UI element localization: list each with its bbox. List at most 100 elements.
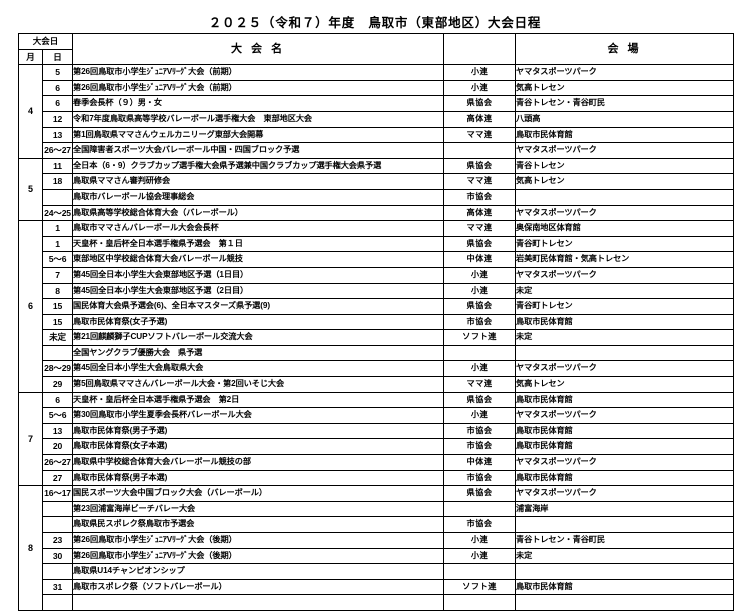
header-day: 日	[41, 48, 74, 66]
cell-organizer: ソフト連	[443, 329, 517, 346]
cell-venue: 鳥取市民体育館	[515, 391, 735, 409]
table-row: 13 第1回鳥取県ママさんウェルカニリーグ東部大会開幕 ママ連 鳥取市民体育館	[19, 126, 735, 144]
table-row: 全国ヤングクラブ優勝大会 県予選	[19, 344, 735, 362]
table-row: 5 11 全日本（6・9）クラブカップ選手権大会県予選兼中国クラブカップ選手権大会県…	[18, 157, 735, 222]
cell-day: 31	[41, 578, 74, 596]
cell-venue: ヤマタスポーツパーク	[515, 204, 735, 222]
table-row: 6 春季会長杯（９）男・女 県協会 青谷トレセン・青谷町民	[19, 95, 735, 112]
table-row: 13 鳥取市民体育祭(男子予選) 市協会 鳥取市民体育館	[19, 422, 735, 440]
cell-organizer: 市協会	[443, 438, 517, 456]
cell-venue	[515, 594, 735, 611]
cell-venue: 未定	[515, 329, 735, 346]
cell-organizer: 県協会	[443, 235, 517, 253]
cell-day: 6	[41, 95, 74, 112]
schedule-page: ２０２５（令和７）年度 鳥取市（東部地区）大会日程 大会日 大 会 名 会 場 …	[17, 16, 735, 611]
cell-month: 7	[18, 391, 43, 487]
cell-venue: 気高トレセン	[515, 79, 735, 97]
cell-venue: 青谷トレセン・青谷町民	[515, 95, 735, 112]
cell-organizer: 中体連	[443, 251, 517, 268]
cell-event-name: 鳥取県中学校総合体育大会バレーボール競技の部	[72, 454, 445, 471]
cell-event-name: 鳥取市バレーボール協会理事総会	[72, 188, 445, 206]
cell-event-name: 鳥取市民体育祭(男子予選)	[72, 422, 445, 440]
table-row: 鳥取県U14チャンピオンシップ	[19, 563, 735, 580]
table-row: 1 天皇杯・皇后杯全日本選手権県予選会 第１日 県協会 青谷町トレセン	[19, 235, 735, 253]
cell-venue	[515, 344, 735, 362]
cell-venue: 気高トレセン	[515, 376, 735, 393]
table-row: 31 鳥取市スポレク祭（ソフトバレーボール） ソフト連 鳥取市民体育館	[19, 578, 735, 596]
cell-organizer: ママ連	[443, 220, 517, 237]
cell-organizer: 小連	[443, 407, 517, 424]
cell-event-name: 第23回浦富海岸ビーチバレー大会	[72, 500, 445, 518]
cell-venue: 岩美町民体育館・気高トレセン	[515, 251, 735, 268]
cell-day: 11	[41, 157, 74, 175]
cell-month: 6	[18, 220, 43, 393]
cell-day: 5〜6	[41, 407, 74, 424]
cell-venue	[515, 516, 735, 533]
cell-event-name: 鳥取県民スポレク祭鳥取市予選会	[72, 516, 445, 533]
cell-organizer	[443, 500, 517, 518]
cell-event-name: 第30回鳥取市小学生夏季会長杯バレーボール大会	[72, 407, 445, 424]
cell-organizer: 県協会	[443, 95, 517, 112]
cell-day: 未定	[41, 329, 74, 346]
header-organizer	[443, 32, 517, 66]
cell-event-name: 鳥取市民体育祭(女子本選)	[72, 438, 445, 456]
table-row: 4 5 第26回鳥取市小学生ｼﾞｭﾆｱVﾘｰｸﾞ大会（前期） 小連 ヤマタスポーツパーク	[18, 64, 735, 159]
cell-venue: ヤマタスポーツパーク	[515, 485, 735, 502]
table-row: 未定 第21回麒麟獅子CUPソフトバレーボール交流大会 ソフト連 未定	[19, 329, 735, 346]
cell-event-name: 鳥取県高等学校総合体育大会（バレーボール）	[72, 204, 445, 222]
cell-organizer: 小連	[443, 282, 517, 300]
cell-event-name: 鳥取県U14チャンピオンシップ	[72, 563, 445, 580]
cell-venue: 青谷町トレセン	[515, 298, 735, 315]
cell-event-name: 国民体育大会県予選会(6)、全日本マスターズ県予選(9)	[72, 298, 445, 315]
table-row: 29 第5回鳥取県ママさんバレーボール大会・第2回いそじ大会 ママ連 気高トレセン	[19, 376, 735, 393]
table-row: 20 鳥取市民体育祭(女子本選) 市協会 鳥取市民体育館	[19, 438, 735, 456]
cell-event-name: 第26回鳥取市小学生ｼﾞｭﾆｱVﾘｰｸﾞ大会（後期）	[72, 547, 445, 565]
cell-organizer: ママ連	[443, 173, 517, 190]
table-row: 8 16〜17 国民スポーツ大会中国ブロック大会（バレーボール） 県協会 ヤマタスポーツ…	[18, 485, 735, 611]
cell-venue: 青谷町トレセン	[515, 235, 735, 253]
cell-organizer: 市協会	[443, 188, 517, 206]
header-date-group: 大会日	[17, 33, 74, 50]
cell-day: 13	[41, 126, 74, 144]
cell-venue: 未定	[515, 547, 735, 565]
table-row: 23 第26回鳥取市小学生ｼﾞｭﾆｱVﾘｰｸﾞ大会（後期） 小連 青谷トレセン・青谷町…	[19, 532, 735, 549]
cell-venue: ヤマタスポーツパーク	[515, 407, 735, 424]
table-row: 鳥取県民スポレク祭鳥取市予選会 市協会	[19, 516, 735, 533]
cell-day	[41, 563, 74, 580]
cell-venue: 気高トレセン	[515, 173, 735, 190]
cell-day: 15	[41, 298, 74, 315]
cell-day: 13	[41, 422, 74, 440]
cell-event-name: 第26回鳥取市小学生ｼﾞｭﾆｱVﾘｰｸﾞ大会（前期）	[72, 64, 445, 81]
table-row: 26〜27 全国障害者スポーツ大会バレーボール中国・四国ブロック予選 ヤマタスポーツ…	[19, 142, 735, 159]
cell-event-name: 第45回全日本小学生大会東部地区予選（2日目）	[72, 282, 445, 300]
schedule-table: 大会日 大 会 名 会 場 月 日 4 5 第26回鳥取市小学生ｼﾞｭﾆｱVﾘｰｸﾞ…	[17, 32, 735, 611]
cell-organizer: 県協会	[443, 391, 517, 409]
cell-event-name	[72, 594, 445, 611]
cell-day: 20	[41, 438, 74, 456]
cell-day	[41, 594, 74, 611]
cell-day: 27	[41, 469, 74, 487]
cell-organizer: 県協会	[443, 485, 517, 502]
header-month: 月	[18, 48, 43, 66]
cell-day: 26〜27	[41, 454, 74, 471]
table-row: 7 第45回全日本小学生大会東部地区予選（1日目） 小連 ヤマタスポーツパーク	[19, 266, 735, 284]
table-row: 15 鳥取市民体育祭(女子予選) 市協会 鳥取市民体育館	[19, 313, 735, 331]
header-row-top: 大会日 大 会 名 会 場	[17, 32, 735, 66]
cell-day: 18	[41, 173, 74, 190]
cell-day: 12	[41, 110, 74, 128]
cell-day	[41, 500, 74, 518]
cell-day: 29	[41, 376, 74, 393]
cell-month: 5	[18, 157, 43, 222]
cell-event-name: 第21回麒麟獅子CUPソフトバレーボール交流大会	[72, 329, 445, 346]
cell-event-name: 令和7年度鳥取県高等学校バレーボール選手権大会 東部地区大会	[72, 110, 445, 128]
cell-event-name: 鳥取市民体育祭(女子予選)	[72, 313, 445, 331]
cell-organizer: 小連	[443, 64, 517, 81]
cell-day: 7	[41, 266, 74, 284]
cell-month: 4	[18, 64, 43, 159]
header-row-bottom: 月 日	[18, 48, 734, 66]
header-venue: 会 場	[515, 32, 735, 66]
cell-event-name: 鳥取県ママさん審判研修会	[72, 173, 445, 190]
cell-day: 6	[41, 79, 74, 97]
cell-day: 5〜6	[41, 251, 74, 268]
cell-event-name: 東部地区中学校総合体育大会バレーボール競技	[72, 251, 445, 268]
